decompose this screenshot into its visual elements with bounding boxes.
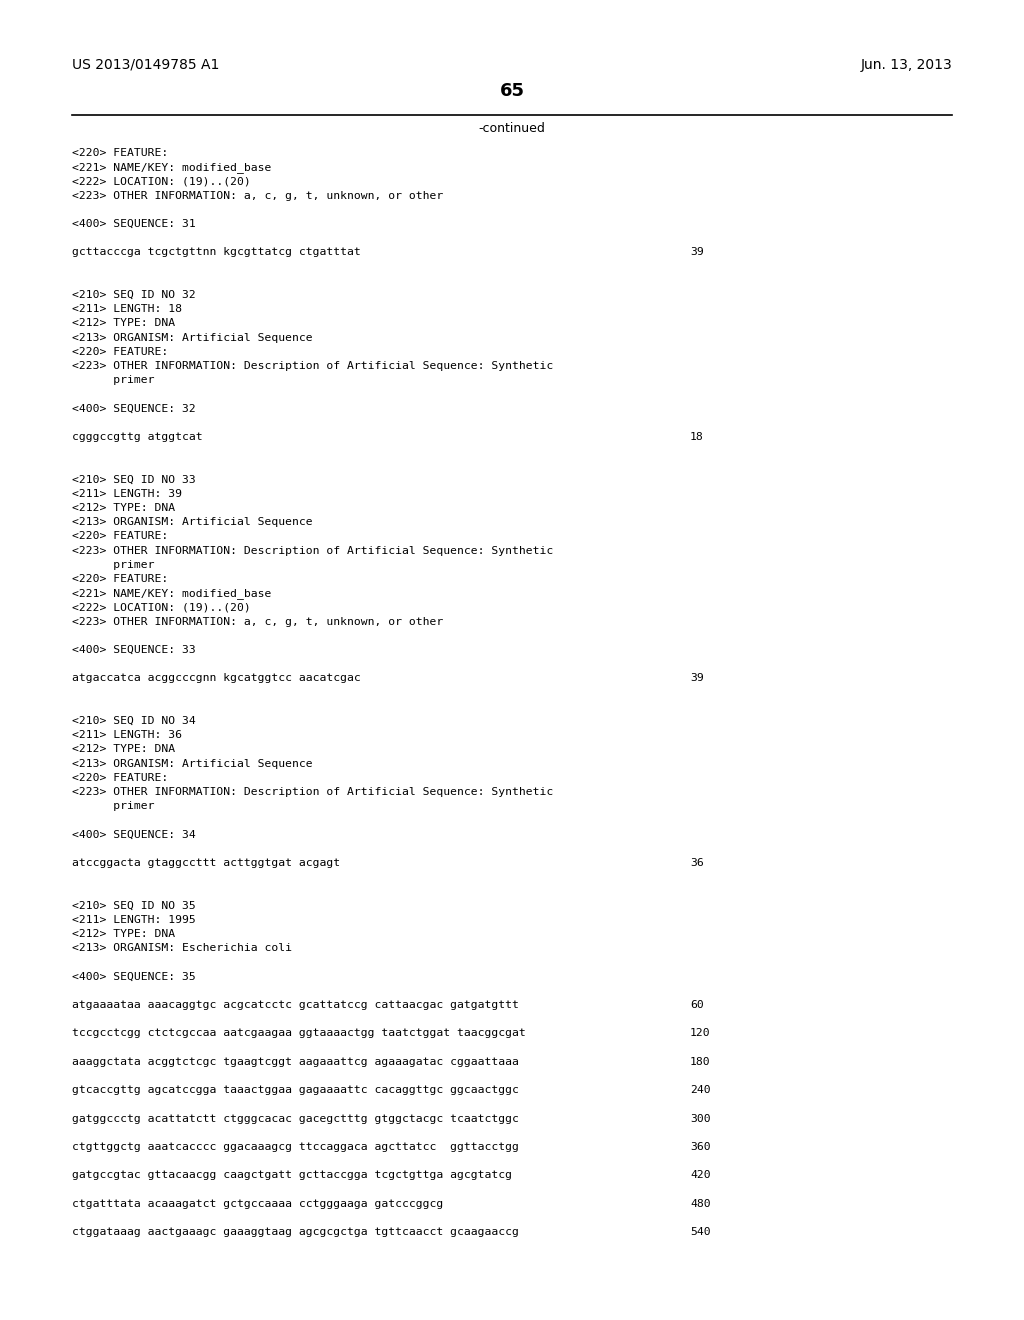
Text: primer: primer (72, 375, 155, 385)
Text: 39: 39 (690, 673, 703, 684)
Text: 120: 120 (690, 1028, 711, 1039)
Text: Jun. 13, 2013: Jun. 13, 2013 (860, 58, 952, 73)
Text: <223> OTHER INFORMATION: Description of Artificial Sequence: Synthetic: <223> OTHER INFORMATION: Description of … (72, 787, 553, 797)
Text: 300: 300 (690, 1114, 711, 1123)
Text: <211> LENGTH: 36: <211> LENGTH: 36 (72, 730, 182, 741)
Text: <211> LENGTH: 39: <211> LENGTH: 39 (72, 488, 182, 499)
Text: <210> SEQ ID NO 33: <210> SEQ ID NO 33 (72, 475, 196, 484)
Text: <213> ORGANISM: Artificial Sequence: <213> ORGANISM: Artificial Sequence (72, 517, 312, 527)
Text: <220> FEATURE:: <220> FEATURE: (72, 574, 168, 583)
Text: <211> LENGTH: 18: <211> LENGTH: 18 (72, 304, 182, 314)
Text: <400> SEQUENCE: 31: <400> SEQUENCE: 31 (72, 219, 196, 228)
Text: 65: 65 (500, 82, 524, 100)
Text: <221> NAME/KEY: modified_base: <221> NAME/KEY: modified_base (72, 162, 271, 173)
Text: <223> OTHER INFORMATION: Description of Artificial Sequence: Synthetic: <223> OTHER INFORMATION: Description of … (72, 545, 553, 556)
Text: <213> ORGANISM: Artificial Sequence: <213> ORGANISM: Artificial Sequence (72, 759, 312, 768)
Text: gatgccgtac gttacaacgg caagctgatt gcttaccgga tcgctgttga agcgtatcg: gatgccgtac gttacaacgg caagctgatt gcttacc… (72, 1171, 512, 1180)
Text: <400> SEQUENCE: 32: <400> SEQUENCE: 32 (72, 404, 196, 413)
Text: 180: 180 (690, 1057, 711, 1067)
Text: 360: 360 (690, 1142, 711, 1152)
Text: <222> LOCATION: (19)..(20): <222> LOCATION: (19)..(20) (72, 177, 251, 186)
Text: <400> SEQUENCE: 35: <400> SEQUENCE: 35 (72, 972, 196, 982)
Text: <221> NAME/KEY: modified_base: <221> NAME/KEY: modified_base (72, 589, 271, 599)
Text: <223> OTHER INFORMATION: a, c, g, t, unknown, or other: <223> OTHER INFORMATION: a, c, g, t, unk… (72, 190, 443, 201)
Text: <210> SEQ ID NO 35: <210> SEQ ID NO 35 (72, 900, 196, 911)
Text: cgggccgttg atggtcat: cgggccgttg atggtcat (72, 432, 203, 442)
Text: <400> SEQUENCE: 33: <400> SEQUENCE: 33 (72, 645, 196, 655)
Text: <211> LENGTH: 1995: <211> LENGTH: 1995 (72, 915, 196, 925)
Text: <220> FEATURE:: <220> FEATURE: (72, 347, 168, 356)
Text: atccggacta gtaggccttt acttggtgat acgagt: atccggacta gtaggccttt acttggtgat acgagt (72, 858, 340, 869)
Text: 39: 39 (690, 247, 703, 257)
Text: <220> FEATURE:: <220> FEATURE: (72, 148, 168, 158)
Text: atgaccatca acggcccgnn kgcatggtcc aacatcgac: atgaccatca acggcccgnn kgcatggtcc aacatcg… (72, 673, 360, 684)
Text: US 2013/0149785 A1: US 2013/0149785 A1 (72, 58, 219, 73)
Text: 240: 240 (690, 1085, 711, 1096)
Text: 480: 480 (690, 1199, 711, 1209)
Text: ctgatttata acaaagatct gctgccaaaa cctgggaaga gatcccggcg: ctgatttata acaaagatct gctgccaaaa cctggga… (72, 1199, 443, 1209)
Text: <210> SEQ ID NO 34: <210> SEQ ID NO 34 (72, 715, 196, 726)
Text: <212> TYPE: DNA: <212> TYPE: DNA (72, 929, 175, 939)
Text: <220> FEATURE:: <220> FEATURE: (72, 772, 168, 783)
Text: 540: 540 (690, 1228, 711, 1237)
Text: gtcaccgttg agcatccgga taaactggaa gagaaaattc cacaggttgc ggcaactggc: gtcaccgttg agcatccgga taaactggaa gagaaaa… (72, 1085, 519, 1096)
Text: <222> LOCATION: (19)..(20): <222> LOCATION: (19)..(20) (72, 602, 251, 612)
Text: 60: 60 (690, 1001, 703, 1010)
Text: <212> TYPE: DNA: <212> TYPE: DNA (72, 744, 175, 755)
Text: -continued: -continued (478, 121, 546, 135)
Text: <220> FEATURE:: <220> FEATURE: (72, 532, 168, 541)
Text: ctggataaag aactgaaagc gaaaggtaag agcgcgctga tgttcaacct gcaagaaccg: ctggataaag aactgaaagc gaaaggtaag agcgcgc… (72, 1228, 519, 1237)
Text: tccgcctcgg ctctcgccaa aatcgaagaa ggtaaaactgg taatctggat taacggcgat: tccgcctcgg ctctcgccaa aatcgaagaa ggtaaaa… (72, 1028, 525, 1039)
Text: <210> SEQ ID NO 32: <210> SEQ ID NO 32 (72, 290, 196, 300)
Text: <223> OTHER INFORMATION: Description of Artificial Sequence: Synthetic: <223> OTHER INFORMATION: Description of … (72, 360, 553, 371)
Text: <223> OTHER INFORMATION: a, c, g, t, unknown, or other: <223> OTHER INFORMATION: a, c, g, t, unk… (72, 616, 443, 627)
Text: gcttacccga tcgctgttnn kgcgttatcg ctgatttat: gcttacccga tcgctgttnn kgcgttatcg ctgattt… (72, 247, 360, 257)
Text: gatggccctg acattatctt ctgggcacac gacegctttg gtggctacgc tcaatctggc: gatggccctg acattatctt ctgggcacac gacegct… (72, 1114, 519, 1123)
Text: aaaggctata acggtctcgc tgaagtcggt aagaaattcg agaaagatac cggaattaaa: aaaggctata acggtctcgc tgaagtcggt aagaaat… (72, 1057, 519, 1067)
Text: 420: 420 (690, 1171, 711, 1180)
Text: <213> ORGANISM: Artificial Sequence: <213> ORGANISM: Artificial Sequence (72, 333, 312, 343)
Text: ctgttggctg aaatcacccc ggacaaagcg ttccaggaca agcttatcc  ggttacctgg: ctgttggctg aaatcacccc ggacaaagcg ttccagg… (72, 1142, 519, 1152)
Text: <400> SEQUENCE: 34: <400> SEQUENCE: 34 (72, 829, 196, 840)
Text: <212> TYPE: DNA: <212> TYPE: DNA (72, 503, 175, 513)
Text: atgaaaataa aaacaggtgc acgcatcctc gcattatccg cattaacgac gatgatgttt: atgaaaataa aaacaggtgc acgcatcctc gcattat… (72, 1001, 519, 1010)
Text: <212> TYPE: DNA: <212> TYPE: DNA (72, 318, 175, 329)
Text: primer: primer (72, 801, 155, 812)
Text: <213> ORGANISM: Escherichia coli: <213> ORGANISM: Escherichia coli (72, 944, 292, 953)
Text: 36: 36 (690, 858, 703, 869)
Text: primer: primer (72, 560, 155, 570)
Text: 18: 18 (690, 432, 703, 442)
